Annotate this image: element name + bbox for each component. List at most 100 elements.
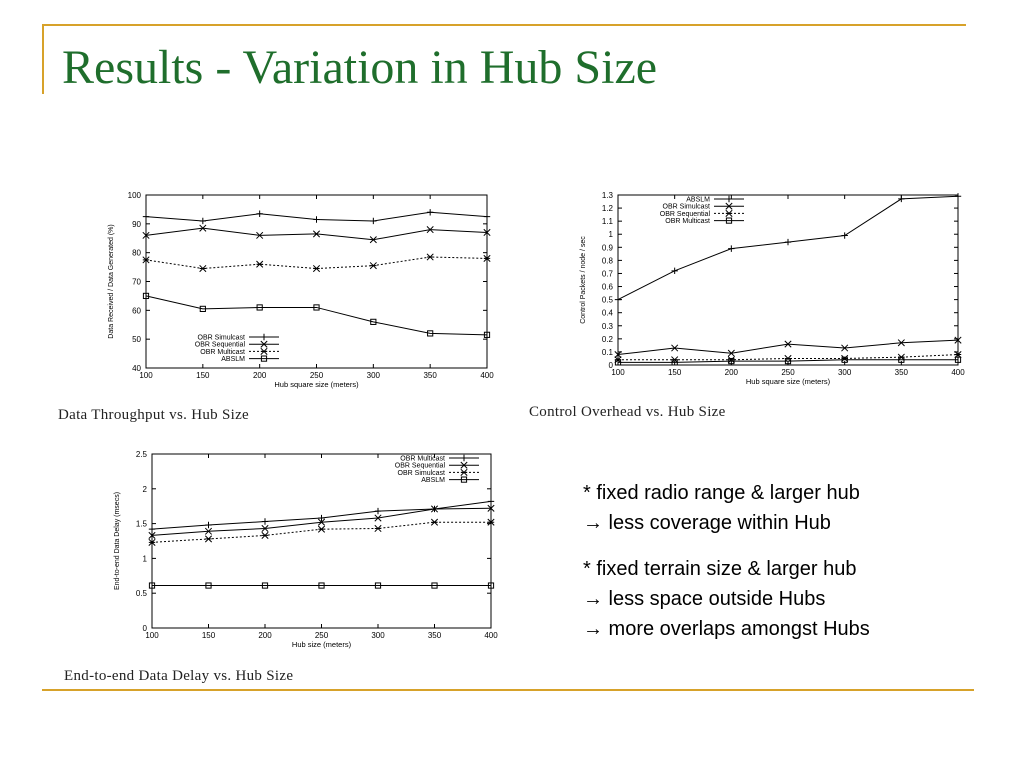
- accent-line-top: [42, 24, 966, 26]
- data-point: [260, 340, 268, 348]
- series-obr-simulcast: [148, 518, 495, 546]
- data-point: [487, 504, 495, 512]
- data-point: [841, 344, 849, 352]
- data-point: [728, 357, 735, 365]
- series-line: [618, 359, 958, 363]
- data-point: [148, 531, 156, 539]
- x-tick-label: 150: [668, 368, 682, 377]
- y-tick-label: 0: [609, 361, 614, 370]
- x-tick-label: 250: [781, 368, 795, 377]
- data-point: [483, 254, 491, 262]
- data-point: [199, 217, 207, 225]
- data-point: [317, 525, 326, 533]
- delay-chart: 0 0.5 1 1.5 2 2.5 100 150 200 250 300 350 400 Hub siz…: [114, 450, 498, 649]
- note-line: → more overlaps amongst Hubs: [583, 618, 870, 640]
- y-tick-label: 100: [128, 191, 142, 200]
- legend-label: OBR Multicast: [200, 349, 245, 356]
- data-point: [256, 210, 263, 217]
- data-point: [369, 262, 377, 270]
- y-tick-label: 0.8: [602, 256, 614, 265]
- data-point: [205, 582, 212, 589]
- data-point: [614, 359, 622, 366]
- x-tick-label: 400: [480, 371, 494, 380]
- data-point: [369, 236, 377, 244]
- x-tick-label: 200: [258, 631, 272, 640]
- series-obr-sequential: [148, 504, 495, 539]
- y-tick-label: 70: [132, 278, 141, 287]
- control-overhead-chart: 0 0.1 0.2 0.3 0.4 0.5 0.6 0.7 0.8 0.9 1 1.1 1.2 1.3 10…: [580, 191, 965, 386]
- data-point: [954, 336, 962, 344]
- data-point: [312, 230, 321, 238]
- data-point: [318, 514, 325, 522]
- y-axis-label: Control Packets / node / sec: [580, 236, 587, 324]
- y-tick-label: 0.5: [136, 589, 148, 598]
- data-point: [256, 231, 264, 239]
- note-block-terrain: * fixed terrain size & larger hub → less…: [583, 554, 870, 644]
- data-point: [784, 340, 792, 348]
- data-point: [784, 357, 792, 365]
- data-point: [898, 195, 905, 203]
- data-point: [427, 330, 434, 337]
- data-point: [483, 228, 491, 237]
- x-tick-label: 300: [367, 371, 381, 380]
- note-line: * fixed terrain size & larger hub: [583, 558, 857, 580]
- x-tick-label: 100: [145, 631, 159, 640]
- y-tick-label: 1: [609, 230, 614, 239]
- y-tick-label: 0.5: [602, 296, 614, 305]
- x-tick-label: 400: [484, 631, 498, 640]
- throughput-caption: Data Throughput vs. Hub Size: [58, 407, 250, 423]
- note-block-radio: * fixed radio range & larger hub → less …: [583, 478, 870, 538]
- data-point: [671, 267, 678, 275]
- data-point: [431, 582, 438, 589]
- y-tick-label: 1.5: [136, 520, 148, 529]
- data-point: [148, 582, 156, 589]
- note-line: → less space outside Hubs: [583, 588, 826, 610]
- data-point: [725, 209, 733, 217]
- series-obr-simulcast: [614, 336, 962, 359]
- data-point: [841, 232, 848, 239]
- data-point: [312, 264, 321, 273]
- legend-label: ABSLM: [686, 197, 710, 204]
- data-point: [199, 224, 207, 232]
- delay-caption: End-to-end Data Delay vs. Hub Size: [64, 668, 294, 684]
- data-point: [260, 333, 268, 341]
- data-point: [487, 498, 495, 505]
- y-tick-label: 90: [132, 220, 141, 229]
- slide-title: Results - Variation in Hub Size: [62, 41, 658, 94]
- x-tick-label: 350: [428, 631, 442, 640]
- data-point: [142, 213, 150, 220]
- series-line: [617, 339, 959, 356]
- x-tick-label: 150: [196, 371, 210, 380]
- y-tick-label: 60: [132, 306, 141, 315]
- data-point: [898, 356, 905, 363]
- series-abslm: [148, 582, 495, 589]
- x-axis-label: Hub square size (meters): [746, 377, 831, 386]
- y-tick-label: 1.2: [602, 204, 614, 213]
- legend-label: OBR Sequential: [660, 211, 711, 218]
- data-point: [313, 216, 320, 223]
- legend-label: OBR Multicast: [400, 456, 445, 463]
- series-obr-simulcast: [142, 209, 491, 225]
- data-point: [671, 359, 678, 366]
- data-point: [148, 538, 156, 546]
- x-tick-label: 200: [725, 368, 739, 377]
- data-point: [725, 217, 733, 224]
- legend-label: OBR Sequential: [195, 342, 246, 349]
- x-tick-label: 200: [253, 371, 267, 380]
- y-tick-label: 0.1: [602, 348, 614, 357]
- legend-label: OBR Sequential: [395, 463, 446, 470]
- x-tick-label: 250: [310, 371, 324, 380]
- data-point: [460, 468, 468, 476]
- data-point: [260, 347, 268, 355]
- data-point: [261, 518, 269, 525]
- x-tick-label: 300: [838, 368, 852, 377]
- data-point: [426, 226, 434, 234]
- data-point: [725, 195, 733, 203]
- y-tick-label: 1.3: [602, 191, 614, 200]
- data-point: [142, 256, 150, 264]
- data-point: [374, 582, 382, 589]
- y-tick-label: 0.4: [602, 309, 614, 318]
- series-obr-multicast: [614, 356, 962, 366]
- data-point: [261, 531, 269, 539]
